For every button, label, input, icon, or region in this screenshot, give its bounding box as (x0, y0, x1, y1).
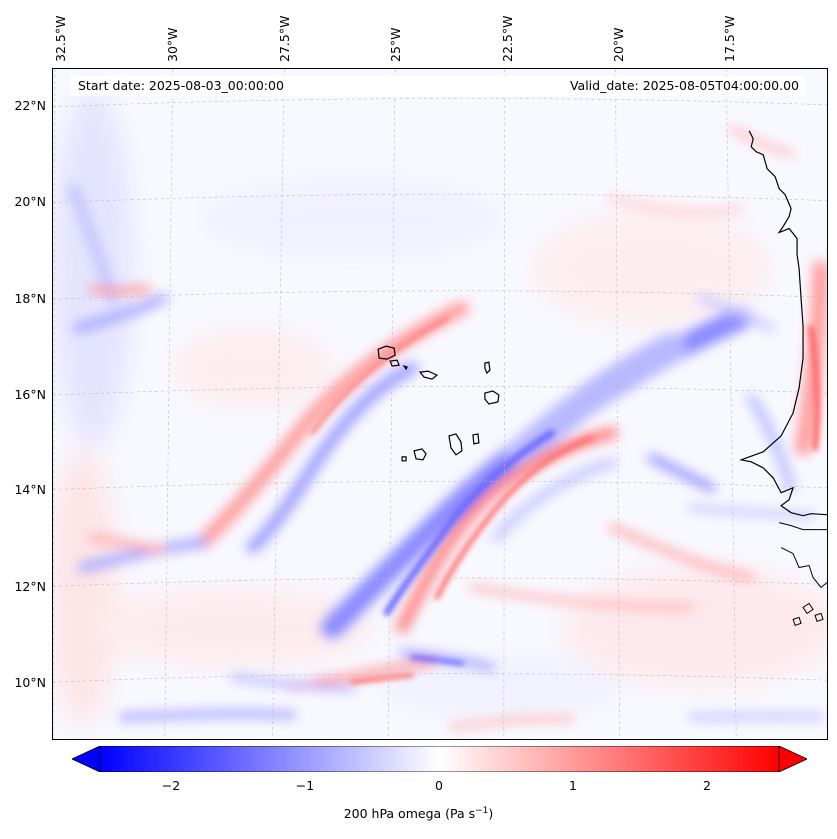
gambia-river-coast (779, 522, 827, 531)
colorbar-extend-low (72, 746, 101, 772)
colorbar-tick-2: 2 (703, 778, 711, 793)
colorbar-tick-0: 0 (435, 778, 443, 793)
lon-label-17-5w: 17.5°W (722, 15, 737, 62)
african-coastline (739, 130, 827, 517)
colorbar (72, 746, 807, 772)
graticule (53, 69, 827, 739)
broad-shading (53, 88, 827, 727)
colorbar-gradient (99, 746, 780, 772)
colorbar-tick-neg1: −1 (295, 778, 315, 793)
bijagos-islands (792, 602, 824, 626)
island-fogo (413, 448, 427, 461)
lon-label-32-5w: 32.5°W (53, 15, 68, 62)
colorbar-label: 200 hPa omega (Pa s−1) (0, 806, 837, 821)
island-sao-vicente (389, 359, 400, 367)
colorbar-label-text: 200 hPa omega (Pa s (343, 806, 476, 822)
colorbar-tick-neg2: −2 (161, 778, 181, 793)
lat-label-18n: 18°N (14, 291, 46, 306)
lat-label-22n: 22°N (14, 98, 46, 113)
guinea-bissau-coast (780, 547, 827, 589)
island-santa-luzia (402, 364, 408, 371)
omega-cores (310, 316, 821, 685)
colorbar-extend-high (778, 746, 807, 772)
colorbar-label-exponent: −1 (475, 806, 489, 816)
lat-label-16n: 16°N (14, 387, 46, 402)
lon-label-22-5w: 22.5°W (500, 15, 515, 62)
island-sao-nicolau (418, 370, 439, 380)
lat-label-14n: 14°N (14, 482, 46, 497)
island-santiago (448, 433, 463, 456)
lon-label-25w: 25°W (388, 27, 403, 62)
island-maio (472, 433, 480, 445)
start-date-label: Start date: 2025-08-03_00:00:00 (78, 78, 284, 93)
date-info-bar: Start date: 2025-08-03_00:00:00 Valid_da… (70, 76, 805, 96)
lat-label-12n: 12°N (14, 579, 46, 594)
map-panel[interactable] (52, 68, 828, 740)
colorbar-label-close: ) (488, 806, 494, 822)
island-sal (484, 361, 491, 375)
island-santo-antao (377, 345, 396, 360)
lon-label-27-5w: 27.5°W (277, 15, 292, 62)
cape-verde-islands (377, 345, 500, 462)
lat-label-10n: 10°N (14, 675, 46, 690)
omega-field-map (53, 69, 827, 739)
lat-label-20n: 20°N (14, 194, 46, 209)
colorbar-tick-1: 1 (569, 778, 577, 793)
island-boa-vista (484, 390, 500, 405)
island-brava (401, 456, 407, 462)
valid-date-label: Valid_date: 2025-08-05T04:00:00.00 (569, 78, 799, 93)
lon-label-20w: 20°W (611, 27, 626, 62)
lon-label-30w: 30°W (165, 27, 180, 62)
